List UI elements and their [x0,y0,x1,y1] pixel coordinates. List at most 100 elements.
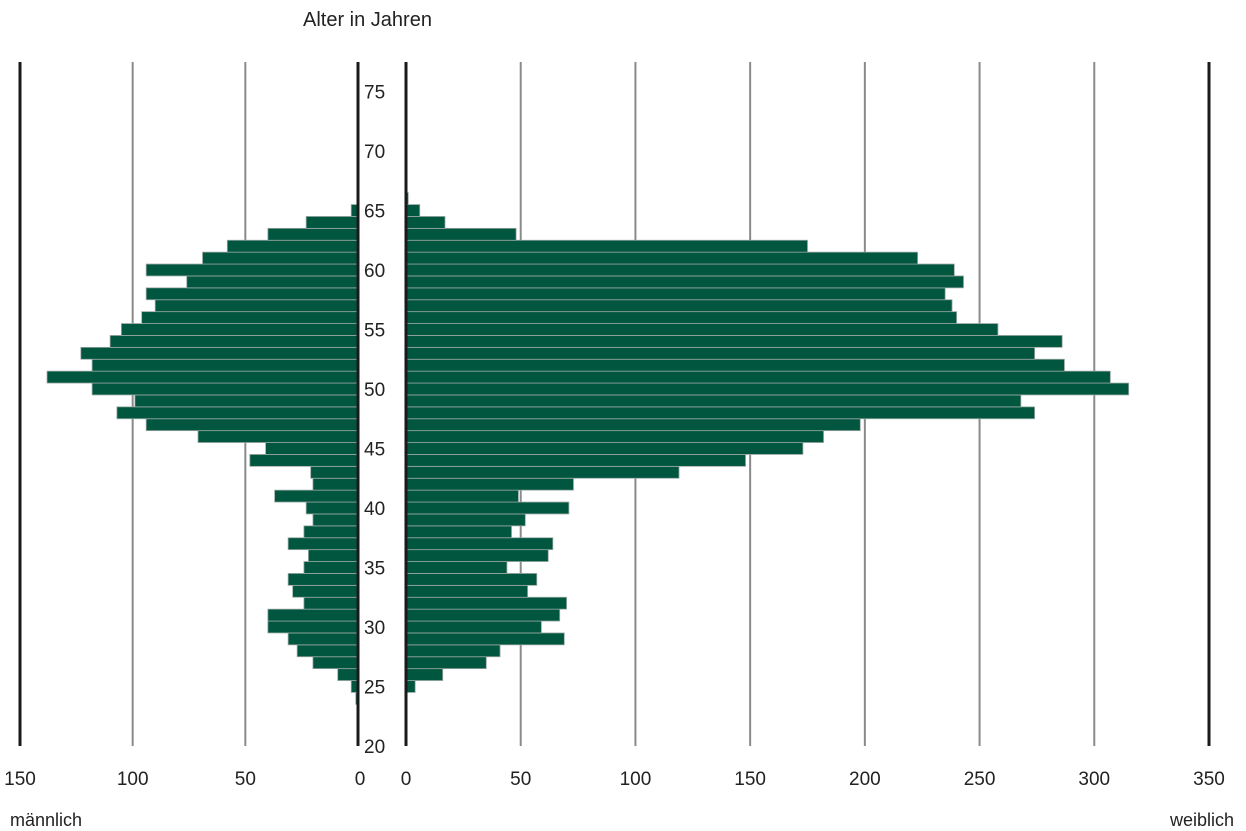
bar-maennlich-35 [304,562,358,574]
bar-weiblich-61 [406,252,918,264]
age-tick-label: 40 [364,499,385,520]
age-tick-label: 55 [364,321,385,342]
weiblich-tick-label: 250 [964,769,996,790]
bar-maennlich-37 [288,538,358,550]
bar-weiblich-40 [406,502,569,514]
bar-maennlich-49 [135,395,358,407]
bar-weiblich-49 [406,395,1021,407]
bar-weiblich-30 [406,621,541,633]
bar-maennlich-29 [288,633,358,645]
bar-maennlich-27 [313,657,358,669]
bar-weiblich-36 [406,550,548,562]
bar-maennlich-61 [203,252,358,264]
bar-maennlich-53 [81,347,358,359]
maennlich-tick-label: 50 [235,769,256,790]
bar-weiblich-55 [406,324,998,336]
bar-maennlich-56 [142,312,358,324]
bar-weiblich-47 [406,419,860,431]
bar-weiblich-44 [406,454,746,466]
bar-weiblich-43 [406,466,679,478]
bar-maennlich-46 [198,431,358,443]
bar-weiblich-26 [406,669,443,681]
bar-maennlich-30 [268,621,358,633]
bar-weiblich-50 [406,383,1129,395]
bar-weiblich-29 [406,633,564,645]
maennlich-tick-label: 150 [4,769,36,790]
bar-weiblich-59 [406,276,964,288]
bar-weiblich-46 [406,431,824,443]
bar-maennlich-28 [297,645,358,657]
bar-weiblich-57 [406,300,952,312]
bar-maennlich-64 [306,216,358,228]
bar-maennlich-50 [92,383,358,395]
bar-weiblich-56 [406,312,957,324]
bar-maennlich-26 [338,669,358,681]
left-axis-label: männlich [10,810,82,830]
age-tick-label: 20 [364,737,385,758]
age-tick-label: 65 [364,202,385,223]
maennlich-tick-label: 0 [355,769,366,790]
bar-maennlich-57 [155,300,358,312]
bar-maennlich-59 [187,276,358,288]
bar-maennlich-43 [311,466,358,478]
bar-weiblich-35 [406,562,507,574]
bar-weiblich-65 [406,205,420,217]
bar-maennlich-63 [268,228,358,240]
bar-weiblich-39 [406,514,525,526]
bar-maennlich-54 [110,335,358,347]
age-tick-label: 30 [364,618,385,639]
bar-weiblich-38 [406,526,512,538]
bar-weiblich-60 [406,264,954,276]
bar-weiblich-62 [406,240,808,252]
bar-weiblich-37 [406,538,553,550]
bar-maennlich-33 [293,585,358,597]
weiblich-tick-label: 50 [510,769,531,790]
bar-maennlich-60 [146,264,358,276]
age-tick-label: 25 [364,678,385,699]
bar-weiblich-63 [406,228,516,240]
bar-maennlich-47 [146,419,358,431]
maennlich-tick-label: 100 [117,769,149,790]
bar-maennlich-45 [266,443,358,455]
bar-maennlich-62 [227,240,358,252]
bar-weiblich-64 [406,216,445,228]
age-tick-label: 70 [364,142,385,163]
weiblich-tick-label: 200 [849,769,881,790]
bar-weiblich-27 [406,657,486,669]
bar-weiblich-58 [406,288,945,300]
bar-maennlich-31 [268,609,358,621]
age-tick-label: 35 [364,559,385,580]
age-tick-label: 75 [364,83,385,104]
weiblich-tick-label: 0 [401,769,412,790]
axis-layer [358,62,406,746]
bar-weiblich-48 [406,407,1035,419]
bar-maennlich-42 [313,478,358,490]
bars-layer [47,193,1129,705]
bar-weiblich-31 [406,609,560,621]
bar-maennlich-58 [146,288,358,300]
bar-weiblich-32 [406,597,567,609]
bar-weiblich-54 [406,335,1062,347]
bar-weiblich-41 [406,490,518,502]
bar-weiblich-33 [406,585,528,597]
bar-weiblich-34 [406,573,537,585]
bar-maennlich-55 [121,324,358,336]
bar-maennlich-51 [47,371,358,383]
bar-maennlich-40 [306,502,358,514]
bar-maennlich-48 [117,407,358,419]
age-tick-label: 50 [364,380,385,401]
age-tick-label: 45 [364,440,385,461]
bar-maennlich-38 [304,526,358,538]
weiblich-tick-label: 100 [620,769,652,790]
bar-maennlich-32 [304,597,358,609]
bar-maennlich-39 [313,514,358,526]
bar-maennlich-36 [308,550,358,562]
right-axis-label: weiblich [1169,810,1234,830]
weiblich-tick-label: 300 [1078,769,1110,790]
bar-maennlich-52 [92,359,358,371]
weiblich-tick-label: 350 [1193,769,1225,790]
bar-weiblich-45 [406,443,803,455]
bar-maennlich-44 [250,454,358,466]
